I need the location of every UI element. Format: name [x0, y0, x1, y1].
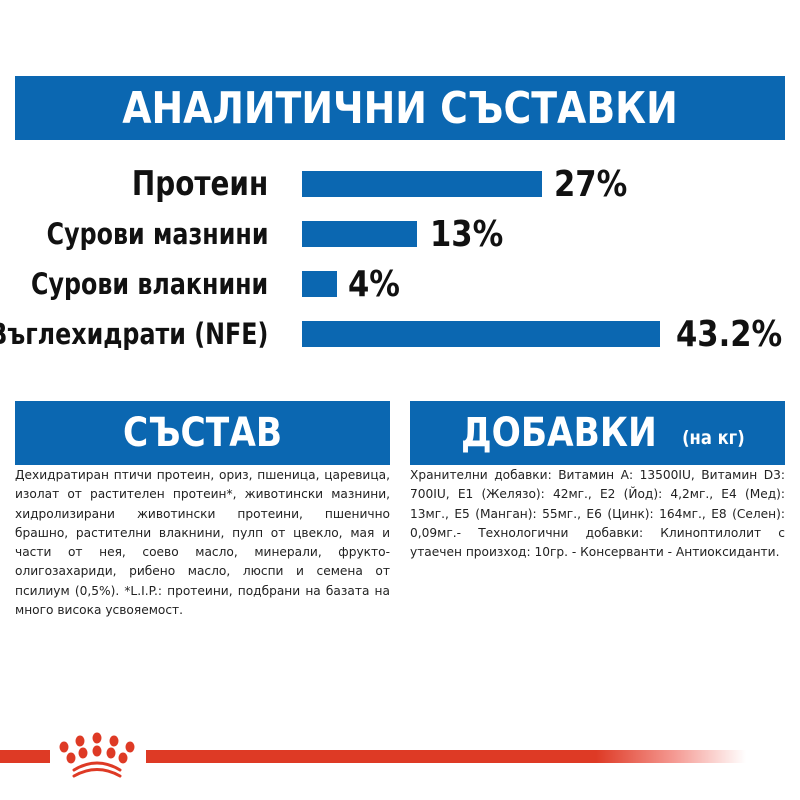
additives-title: ДОБАВКИ: [461, 410, 658, 456]
additives-text: Хранителни добавки: Витамин А: 13500IU, …: [410, 468, 785, 560]
bar-value: 4%: [348, 263, 400, 305]
chart-row-fiber: Сурови влакнини 4%: [0, 259, 800, 309]
bar: [302, 171, 542, 197]
bar: [302, 221, 417, 247]
footer-stripe-right: [146, 750, 746, 763]
composition-text: Дехидратиран птичи протеин, ориз, пшениц…: [15, 468, 390, 618]
analytical-constituents-header: АНАЛИТИЧНИ СЪСТАВКИ: [15, 76, 785, 140]
crown-logo-icon: [59, 732, 135, 778]
chart-row-protein: Протеин 27%: [0, 159, 800, 209]
header-title: АНАЛИТИЧНИ СЪСТАВКИ: [122, 82, 678, 134]
bar-label: Сурови мазнини: [46, 217, 268, 251]
bar-value: 13%: [430, 213, 504, 255]
chart-row-carbs: Въглехидрати (NFE) 43.2%: [0, 309, 800, 359]
bar-label: Протеин: [131, 164, 268, 204]
composition-header: СЪСТАВ: [15, 401, 390, 465]
bar-label: Сурови влакнини: [30, 267, 268, 301]
bar-value: 43.2%: [676, 313, 783, 355]
bar-value: 27%: [554, 163, 628, 205]
composition-title: СЪСТАВ: [122, 410, 283, 456]
chart-row-fat: Сурови мазнини 13%: [0, 209, 800, 259]
bar-label: Въглехидрати (NFE): [0, 317, 268, 351]
bar: [302, 271, 337, 297]
additives-subtitle: (на кг): [682, 427, 745, 449]
additives-header: ДОБАВКИ (на кг): [410, 401, 785, 465]
bar: [302, 321, 660, 347]
footer-stripe-left: [0, 750, 50, 763]
